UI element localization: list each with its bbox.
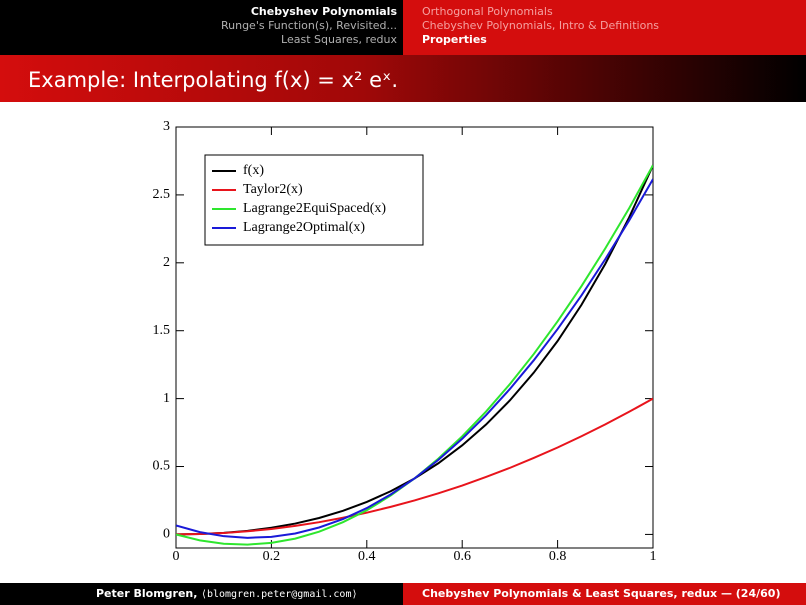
header-subsection: Orthogonal Polynomials [422,5,553,18]
header-section: Chebyshev Polynomials [251,5,398,18]
x-tick-label: 0.2 [263,549,281,564]
legend-label: f(x) [243,163,264,178]
x-tick-label: 0.4 [358,549,376,564]
legend-box [204,154,424,246]
x-tick-label: 0.8 [549,549,567,564]
x-tick-label: 0 [173,549,180,564]
series-line [176,397,653,536]
header-subsection: Properties [422,33,487,46]
header-right-bg [403,0,806,55]
header-section: Least Squares, redux [281,33,397,46]
footer-author: Peter Blomgren, [96,587,197,600]
x-tick-label: 1 [650,549,657,564]
y-tick-label: 0.5 [153,459,171,474]
plot-frame [175,126,654,549]
footer-email: ⟨blomgren.peter@gmail.com⟩ [201,589,358,600]
y-tick-label: 2.5 [153,187,171,202]
y-tick-label: 1.5 [153,323,171,338]
footer-left-bg [0,583,403,605]
series-line [176,178,653,539]
title-bar [0,55,806,102]
header-subsection: Chebyshev Polynomials, Intro & Definitio… [422,19,659,32]
header-left-bg [0,0,403,55]
footer-right-bg [403,583,806,605]
header-section: Runge's Function(s), Revisited... [221,19,397,32]
legend-label: Taylor2(x) [243,182,303,197]
plot: 0 0.2 0.4 0.6 0.8 1 0 0.5 1 1.5 2 2.5 3 f(x) Taylor2(x… [153,119,657,564]
legend-label: Lagrange2Optimal(x) [243,220,365,235]
footer-left: Peter Blomgren, ⟨blomgren.peter@gmail.co… [96,587,358,600]
y-tick-label: 3 [163,119,170,134]
legend-label: Lagrange2EquiSpaced(x) [243,201,386,216]
y-tick-label: 1 [163,391,170,406]
y-tick-label: 2 [163,255,170,270]
slide-title: Example: Interpolating f(x) = x² eˣ. [28,68,398,92]
y-tick-label: 0 [163,527,170,542]
x-tick-label: 0.6 [453,549,471,564]
footer-right: Chebyshev Polynomials & Least Squares, r… [422,587,780,600]
